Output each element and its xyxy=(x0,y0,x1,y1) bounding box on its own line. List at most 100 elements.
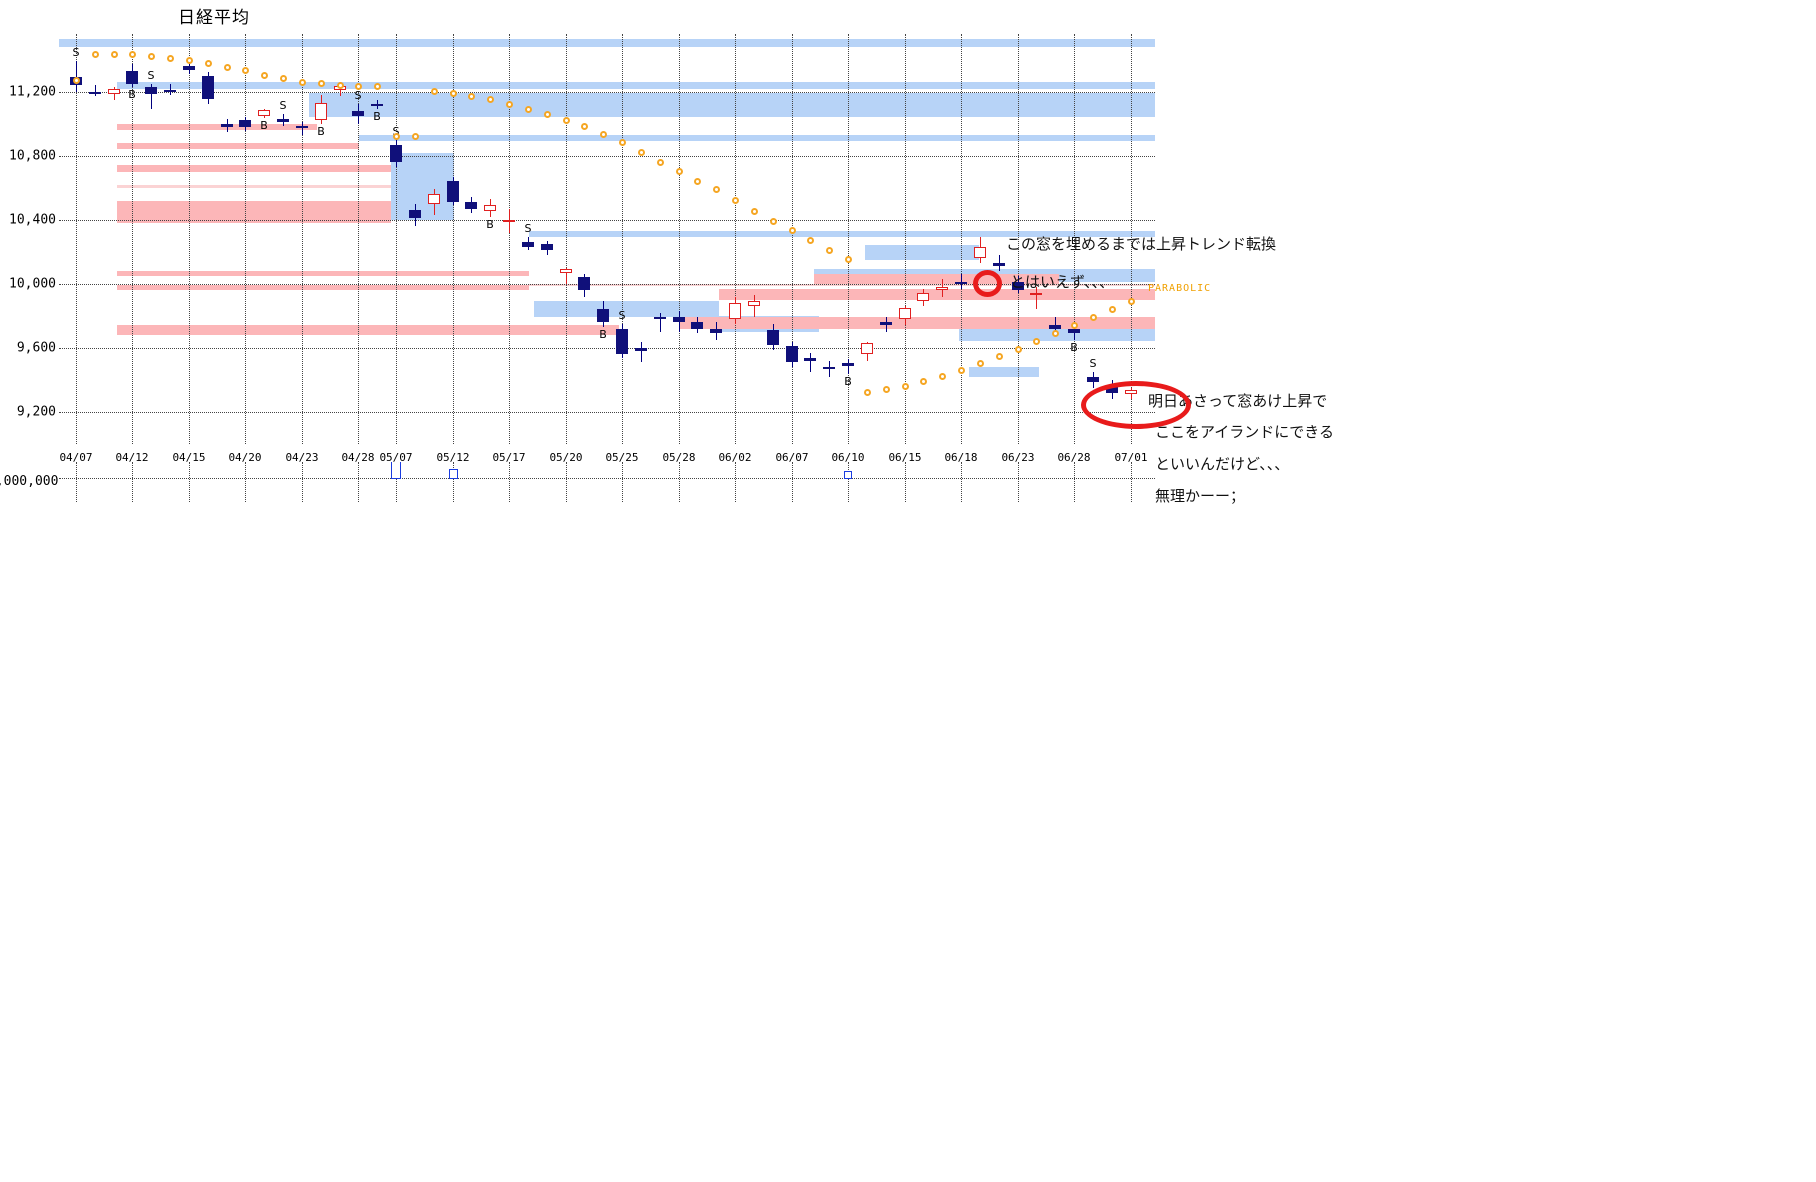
candle-body xyxy=(842,363,854,366)
y-axis-label: 10,800 xyxy=(9,148,56,164)
parabolic-sar-dot xyxy=(223,64,231,72)
parabolic-sar-dot xyxy=(72,76,80,84)
candle-body xyxy=(296,126,308,129)
parabolic-sar-dot xyxy=(279,74,287,82)
gridline-vertical xyxy=(1074,34,1075,444)
parabolic-sar-dot xyxy=(769,217,777,225)
parabolic-sar-dot xyxy=(825,246,833,254)
gridline-vertical xyxy=(76,34,77,444)
gridline-vertical xyxy=(735,34,736,444)
buy-marker: B xyxy=(599,328,607,342)
parabolic-sar-dot xyxy=(411,133,419,140)
parabolic-sar-dot xyxy=(599,131,607,139)
candlestick xyxy=(258,109,270,119)
price-band xyxy=(117,184,391,188)
candle-body xyxy=(89,91,101,94)
x-axis-label: 04/20 xyxy=(228,451,262,464)
price-band xyxy=(117,165,391,172)
candle-body xyxy=(239,120,251,127)
gridline-vertical-volume xyxy=(302,462,303,502)
gridline-vertical xyxy=(396,34,397,444)
parabolic-sar-dot xyxy=(110,51,118,59)
candle-body xyxy=(447,181,459,203)
candlestick xyxy=(371,99,383,110)
x-axis-label: 06/10 xyxy=(831,451,865,464)
price-band xyxy=(359,134,1155,142)
price-band xyxy=(814,274,1059,286)
candle-body xyxy=(145,86,157,95)
parabolic-sar-dot xyxy=(147,52,155,60)
parabolic-sar-dot xyxy=(91,51,99,59)
candlestick xyxy=(635,341,647,363)
candlestick xyxy=(428,189,440,215)
candlestick xyxy=(917,288,929,307)
candlestick xyxy=(767,323,779,350)
parabolic-sar-dot xyxy=(204,60,212,68)
x-axis-label: 04/07 xyxy=(59,451,93,464)
annotation-bottom-line3: といいんだけど、、、 xyxy=(1155,455,1290,473)
parabolic-sar-dot xyxy=(354,82,362,90)
parabolic-sar-dot xyxy=(995,353,1003,361)
candlestick xyxy=(183,61,195,75)
parabolic-sar-dot xyxy=(505,100,513,108)
x-axis-label: 06/15 xyxy=(888,451,922,464)
candlestick xyxy=(823,360,835,377)
highlight-circle-gap xyxy=(973,270,1002,297)
candle-body xyxy=(767,330,779,345)
candle-body xyxy=(183,66,195,71)
gridline-vertical xyxy=(509,34,510,444)
candle-body xyxy=(654,317,666,320)
price-band xyxy=(117,325,619,336)
parabolic-sar-dot xyxy=(731,197,739,205)
candle-wick xyxy=(960,274,962,289)
price-band xyxy=(529,283,1155,286)
candlestick xyxy=(1068,323,1080,340)
candle-body xyxy=(428,194,440,204)
gridline-vertical-volume xyxy=(905,462,906,502)
candle-body xyxy=(691,322,703,330)
x-axis-label: 05/25 xyxy=(605,451,639,464)
gridline-vertical xyxy=(679,34,680,444)
parabolic-sar-dot xyxy=(298,78,306,86)
sell-marker: S xyxy=(618,308,626,322)
gridline-vertical xyxy=(358,34,359,444)
gridline-vertical xyxy=(848,34,849,444)
parabolic-sar-dot xyxy=(166,55,174,63)
parabolic-sar-dot xyxy=(562,116,570,124)
x-axis: 04/07 04/12 04/15 04/20 04/23 04/28 05/07 05/12… xyxy=(59,451,1159,469)
parabolic-sar-dot xyxy=(317,80,325,88)
y-axis-label: 10,000 xyxy=(9,276,56,292)
candle-wick xyxy=(659,312,661,332)
annotation-bottom-line2: ここをアイランドにできる xyxy=(1155,423,1334,441)
sell-marker: S xyxy=(72,46,80,60)
parabolic-sar-dot xyxy=(1108,305,1116,313)
candlestick xyxy=(126,64,138,87)
x-axis-label: 05/07 xyxy=(379,451,413,464)
parabolic-sar-dot xyxy=(618,139,626,147)
candle-body xyxy=(221,124,233,127)
parabolic-sar-dot xyxy=(656,158,664,166)
buy-marker: B xyxy=(844,374,852,388)
parabolic-sar-dot xyxy=(524,105,532,113)
buy-marker: B xyxy=(486,217,494,231)
price-band xyxy=(679,317,1155,329)
price-band xyxy=(117,82,1155,90)
gridline-vertical-volume xyxy=(961,462,962,502)
gridline-vertical-volume xyxy=(735,462,736,502)
candle-body xyxy=(748,301,760,307)
candlestick xyxy=(484,198,496,217)
gridline-vertical-volume xyxy=(509,462,510,502)
y-axis-label: 10,400 xyxy=(9,212,56,228)
candle-body xyxy=(917,293,929,302)
y-axis-label: 9,200 xyxy=(16,404,56,420)
gridline-vertical xyxy=(1018,34,1019,444)
x-axis-label: 04/23 xyxy=(285,451,319,464)
annotation-top-line1: この窓を埋めるまでは上昇トレンド転換 xyxy=(1006,235,1277,253)
page-title: 日経平均 xyxy=(178,8,250,28)
parabolic-sar-dot xyxy=(1014,346,1022,353)
candle-body xyxy=(390,144,402,163)
gridline-vertical-volume xyxy=(1074,462,1075,502)
candlestick xyxy=(1030,287,1042,310)
candlestick xyxy=(673,311,685,332)
parabolic-sar-dot xyxy=(430,88,438,96)
